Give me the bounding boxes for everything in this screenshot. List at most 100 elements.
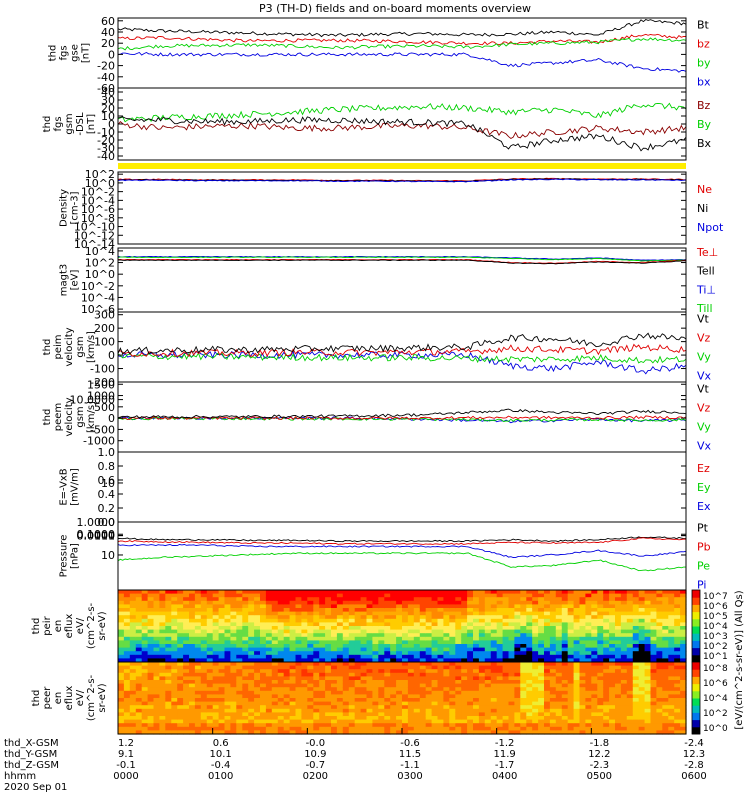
heatmap-cell [419, 683, 427, 688]
heatmap-cell [496, 716, 504, 721]
heatmap-cell [165, 662, 172, 667]
heatmap-cell [478, 640, 486, 645]
heatmap-cell [177, 654, 184, 659]
heatmap-cell [674, 672, 681, 677]
heatmap-cell [561, 644, 569, 649]
legend-entry-bz: Bz [697, 99, 711, 112]
heatmap-cell [200, 658, 208, 663]
heatmap-cell [561, 723, 569, 728]
heatmap-cell [171, 600, 178, 605]
heatmap-cell [437, 716, 444, 721]
heatmap-cell [141, 705, 149, 710]
heatmap-cell [591, 622, 598, 627]
heatmap-cell [384, 622, 391, 627]
heatmap-cell [419, 672, 427, 677]
heatmap-cell [478, 651, 486, 656]
heatmap-cell [508, 608, 515, 613]
heatmap-cell [283, 680, 291, 685]
heatmap-cell [561, 665, 569, 670]
heatmap-cell [484, 665, 492, 670]
heatmap-cell [544, 676, 551, 681]
heatmap-cell [567, 705, 575, 710]
heatmap-cell [348, 629, 356, 634]
heatmap-cell [473, 726, 480, 731]
heatmap-cell [135, 719, 143, 724]
y-tick-label: 10^-6 [81, 303, 115, 316]
heatmap-cell [449, 636, 456, 641]
heatmap-cell [538, 626, 545, 631]
heatmap-cell [236, 705, 243, 710]
y-axis-label: thd [42, 116, 53, 133]
heatmap-cell [579, 636, 586, 641]
heatmap-cell [212, 723, 220, 728]
series-line-by [117, 37, 687, 51]
heatmap-cell [230, 669, 237, 674]
series-line-till [117, 256, 686, 262]
heatmap-cell [254, 708, 261, 713]
heatmap-cell [224, 712, 231, 717]
heatmap-cell [289, 712, 297, 717]
heatmap-cell [206, 640, 214, 645]
heatmap-cell [419, 654, 427, 659]
heatmap-cell [490, 629, 498, 634]
heatmap-cell [118, 683, 125, 688]
heatmap-cell [194, 608, 202, 613]
heatmap-cell [260, 590, 267, 595]
heatmap-cell [342, 636, 350, 641]
heatmap-cell [390, 593, 397, 598]
heatmap-cell [183, 672, 190, 677]
heatmap-cell [277, 698, 285, 703]
heatmap-cell [342, 611, 350, 616]
heatmap-cell [638, 672, 646, 677]
heatmap-cell [319, 712, 326, 717]
heatmap-cell [396, 633, 403, 638]
heatmap-cell [277, 604, 285, 609]
heatmap-cell [277, 618, 285, 623]
heatmap-cell [520, 622, 527, 627]
heatmap-cell [313, 647, 320, 652]
heatmap-cell [467, 716, 474, 721]
heatmap-cell [242, 654, 249, 659]
heatmap-cell [538, 615, 545, 620]
heatmap-cell [265, 669, 273, 674]
heatmap-cell [508, 701, 515, 706]
heatmap-cell [224, 608, 231, 613]
heatmap-cell [413, 665, 421, 670]
heatmap-cell [159, 701, 166, 706]
heatmap-cell [171, 597, 178, 602]
heatmap-cell [632, 662, 640, 667]
heatmap-cell [153, 604, 160, 609]
heatmap-cell [189, 701, 196, 706]
heatmap-cell [508, 644, 515, 649]
heatmap-cell [354, 730, 362, 735]
heatmap-cell [277, 669, 285, 674]
heatmap-cell [508, 622, 515, 627]
heatmap-cell [366, 694, 373, 699]
heatmap-cell [206, 687, 214, 692]
heatmap-cell [212, 654, 220, 659]
heatmap-cell [413, 683, 421, 688]
heatmap-cell [467, 600, 474, 605]
heatmap-cell [319, 708, 326, 713]
y-tick-label: -20 [97, 60, 115, 73]
heatmap-cell [129, 590, 137, 595]
heatmap-cell [348, 654, 356, 659]
heatmap-cell [212, 611, 220, 616]
heatmap-cell [153, 698, 160, 703]
heatmap-cell [342, 698, 350, 703]
heatmap-cell [674, 726, 681, 731]
heatmap-cell [212, 712, 220, 717]
heatmap-cell [200, 672, 208, 677]
heatmap-cell [248, 644, 255, 649]
heatmap-cell [183, 676, 190, 681]
heatmap-cell [402, 654, 409, 659]
heatmap-cell [449, 640, 456, 645]
heatmap-cell [413, 651, 421, 656]
heatmap-cell [538, 687, 545, 692]
heatmap-cell [283, 698, 291, 703]
heatmap-cell [615, 608, 622, 613]
heatmap-cell [360, 626, 368, 631]
heatmap-cell [277, 730, 285, 735]
heatmap-cell [283, 701, 291, 706]
heatmap-cell [348, 719, 356, 724]
